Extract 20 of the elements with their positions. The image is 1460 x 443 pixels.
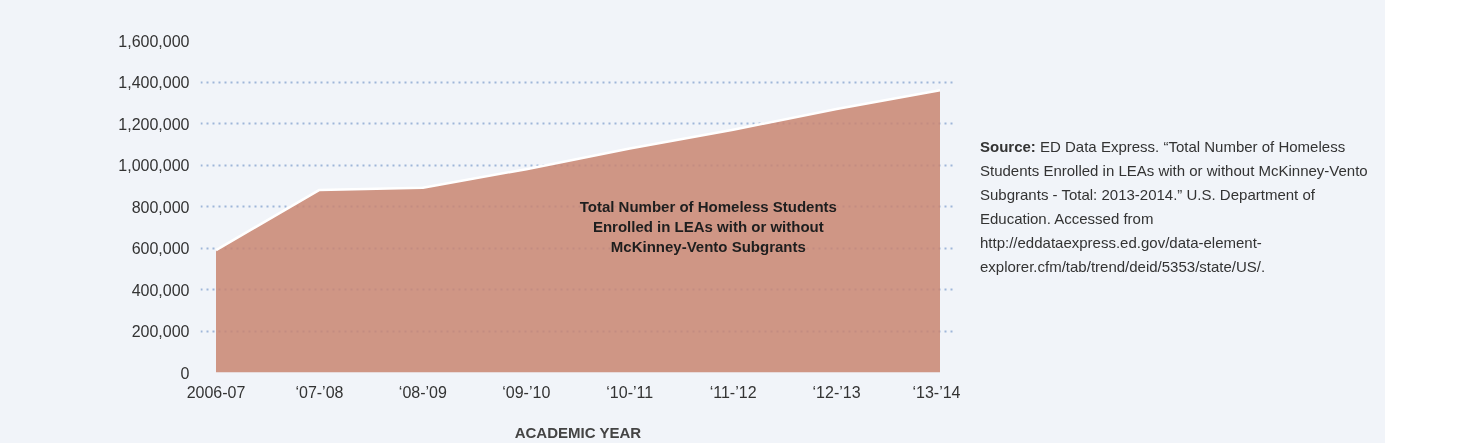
y-tick-label: 800,000 [131,198,190,216]
x-tick-label: ‘13-’14 [912,383,961,401]
y-tick-label: 600,000 [131,240,190,257]
x-tick-label: ‘09-’10 [502,383,551,401]
x-axis-title: ACADEMIC YEAR [514,423,642,441]
series-label: Total Number of Homeless Students Enrolled in LEAs with or without McKinney-Vento Subgrants [579,198,837,255]
x-tick-label: 2006-07 [186,383,246,401]
x-tick-label: ‘07-’08 [295,383,344,401]
y-tick-label: 1,400,000 [118,74,190,91]
source-note: Source: ED Data Express. “Total Number of Homeless Students Enrolled in LEAs with or without McKinney-Vento Subgrants - Total: 2013-2014.” U.S. Department of Education. Accessed from http://eddataexpress.ed.gov/data-element-explorer.cfm/tab/trend/deid/5353/state/US/. [980,137,1369,277]
x-tick-label: ‘08-’09 [398,383,447,401]
y-tick-label: 1,600,000 [118,32,190,50]
y-tick-label: 200,000 [131,323,190,340]
y-tick-label: 1,000,000 [118,157,190,174]
y-tick-label: 0 [180,364,190,382]
y-tick-label: 1,200,000 [118,115,190,133]
x-tick-label: ‘11-’12 [709,383,757,401]
y-tick-label: 400,000 [131,281,190,299]
x-tick-label: ‘12-’13 [812,383,861,401]
x-tick-label: ‘10-’11 [606,383,654,401]
